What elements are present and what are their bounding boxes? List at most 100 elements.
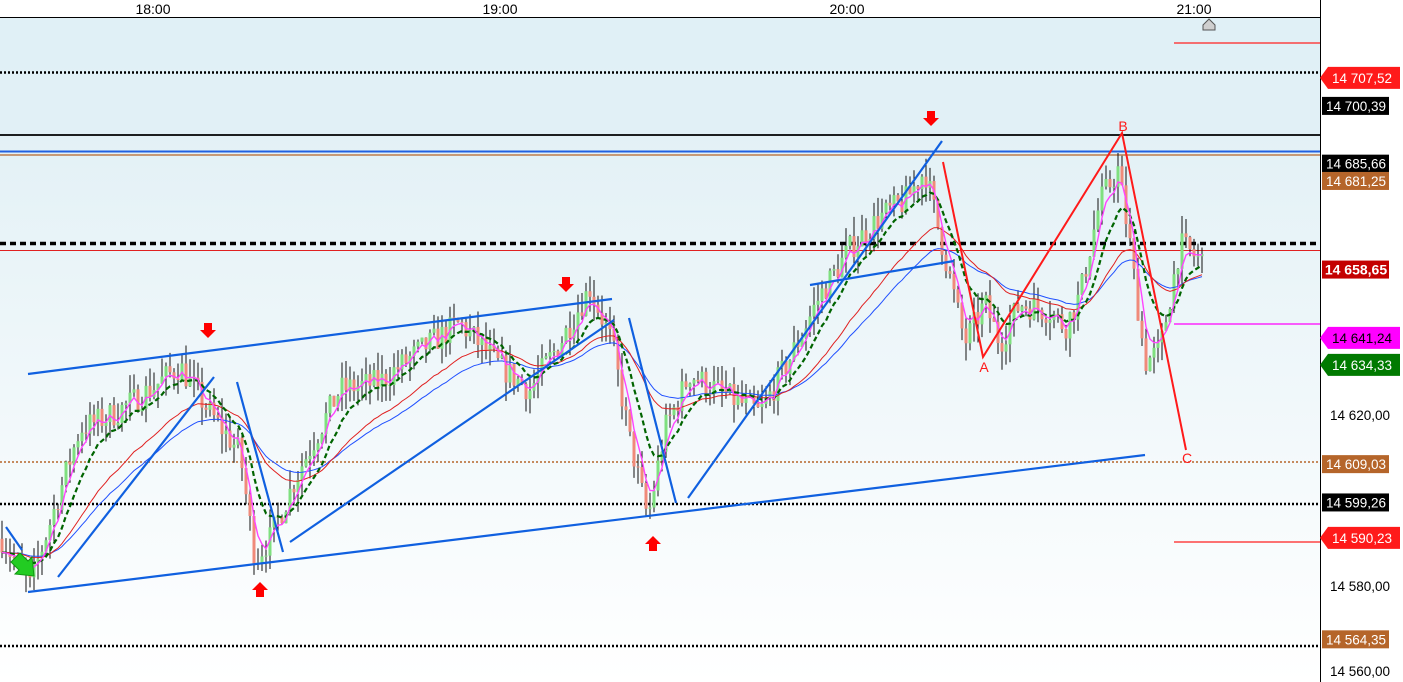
candle-body	[648, 507, 652, 509]
candle-body	[668, 414, 672, 416]
candle-body	[620, 369, 624, 407]
price-tag-box	[1322, 96, 1389, 115]
candle-body	[1096, 210, 1100, 230]
candle	[148, 368, 152, 402]
candle-body	[788, 360, 792, 374]
candle	[308, 440, 312, 479]
candle-body	[876, 216, 880, 229]
candle-body	[640, 467, 644, 483]
candle-body	[888, 202, 892, 206]
candle-body	[216, 415, 220, 418]
candle	[632, 431, 636, 478]
candle-body	[1184, 233, 1188, 238]
candle	[376, 352, 380, 401]
trendline	[57, 376, 215, 578]
candle	[116, 403, 120, 430]
candle-body	[984, 295, 988, 304]
candle	[468, 314, 472, 342]
candle-body	[948, 271, 952, 274]
candle	[84, 414, 88, 443]
candle-body	[1164, 322, 1168, 331]
candle	[324, 402, 328, 444]
price-label: 14 609,03	[1322, 455, 1389, 474]
candle-body	[100, 408, 104, 426]
price-tag-box	[1322, 171, 1389, 190]
candle-body	[952, 273, 956, 290]
candle-body	[540, 358, 544, 375]
candle	[420, 337, 424, 345]
candle-body	[140, 408, 144, 412]
candle-body	[872, 216, 876, 239]
candle-body	[524, 384, 528, 400]
sell-arrow-icon	[923, 111, 939, 126]
candle-body	[652, 490, 656, 508]
candle	[504, 350, 508, 401]
candle	[568, 311, 572, 356]
candle-body	[724, 389, 728, 394]
candle-body	[300, 466, 304, 480]
price-tag-text: 14 658,65	[1325, 262, 1387, 278]
candle-body	[720, 380, 724, 390]
candle-body	[228, 430, 232, 448]
wave-label-a: A	[979, 359, 989, 375]
candle-body	[704, 371, 708, 394]
candle-body	[916, 186, 920, 190]
candle-body	[716, 380, 720, 382]
candle	[820, 280, 824, 314]
candle-body	[884, 202, 888, 213]
candle-body	[1044, 319, 1048, 323]
candle	[580, 292, 584, 320]
candle-body	[1024, 306, 1028, 309]
y-axis: 14 620,00 14 580,00 14 560,00	[1330, 408, 1390, 679]
candle-body	[68, 461, 72, 465]
candle	[56, 503, 60, 522]
candle-body	[600, 312, 604, 325]
candle-body	[224, 430, 228, 435]
candle-body	[744, 397, 748, 403]
candle	[12, 543, 16, 571]
candle	[336, 394, 340, 412]
candle	[1068, 311, 1072, 357]
candle-body	[672, 407, 676, 416]
candle	[832, 264, 836, 276]
candle	[700, 366, 704, 388]
candle	[404, 346, 408, 368]
scroll-marker-icon[interactable]	[1202, 18, 1216, 31]
candle	[744, 384, 748, 415]
candle	[852, 216, 856, 267]
candle-body	[440, 326, 444, 349]
candle	[988, 280, 992, 333]
candle-body	[644, 482, 648, 509]
candle-body	[40, 551, 44, 559]
candle-body	[44, 540, 48, 552]
candle-body	[1076, 294, 1080, 320]
candle-body	[124, 403, 128, 405]
candle-body	[712, 381, 716, 395]
candle	[328, 394, 332, 422]
candle-body	[264, 555, 268, 557]
candle	[408, 351, 412, 381]
candle	[204, 403, 208, 418]
candle-body	[956, 289, 960, 303]
candle-body	[484, 338, 488, 352]
candle-body	[488, 345, 492, 352]
price-label: 14 641,24	[1320, 326, 1400, 349]
candle-body	[168, 366, 172, 373]
candle	[696, 370, 700, 384]
candle-body	[988, 295, 992, 319]
candle-body	[768, 391, 772, 398]
candle-body	[164, 366, 168, 377]
candle-body	[576, 312, 580, 330]
buy-arrow-icon	[645, 536, 661, 551]
candle-body	[336, 396, 340, 407]
candle	[800, 332, 804, 349]
price-label: 14 590,23	[1320, 526, 1400, 549]
candle-body	[880, 212, 884, 229]
buy-arrow-icon	[252, 582, 268, 597]
candle	[364, 357, 368, 401]
candle-body	[412, 346, 416, 356]
candle-body	[1000, 343, 1004, 352]
candle-body	[288, 488, 292, 512]
candle-body	[56, 508, 60, 511]
candle-body	[688, 383, 692, 388]
